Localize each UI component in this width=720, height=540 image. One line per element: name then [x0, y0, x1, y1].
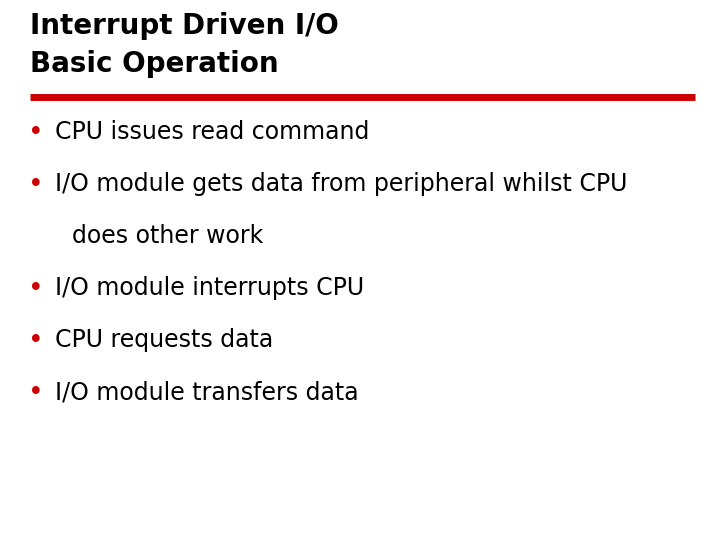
Text: Interrupt Driven I/O: Interrupt Driven I/O: [30, 12, 338, 40]
Text: Basic Operation: Basic Operation: [30, 50, 279, 78]
Text: •: •: [28, 120, 44, 146]
Text: I/O module transfers data: I/O module transfers data: [55, 380, 359, 404]
Text: •: •: [28, 328, 44, 354]
Text: CPU issues read command: CPU issues read command: [55, 120, 369, 144]
Text: •: •: [28, 172, 44, 198]
Text: I/O module gets data from peripheral whilst CPU: I/O module gets data from peripheral whi…: [55, 172, 627, 196]
Text: I/O module interrupts CPU: I/O module interrupts CPU: [55, 276, 364, 300]
Text: does other work: does other work: [72, 224, 264, 248]
Text: •: •: [28, 380, 44, 406]
Text: •: •: [28, 276, 44, 302]
Text: CPU requests data: CPU requests data: [55, 328, 274, 352]
